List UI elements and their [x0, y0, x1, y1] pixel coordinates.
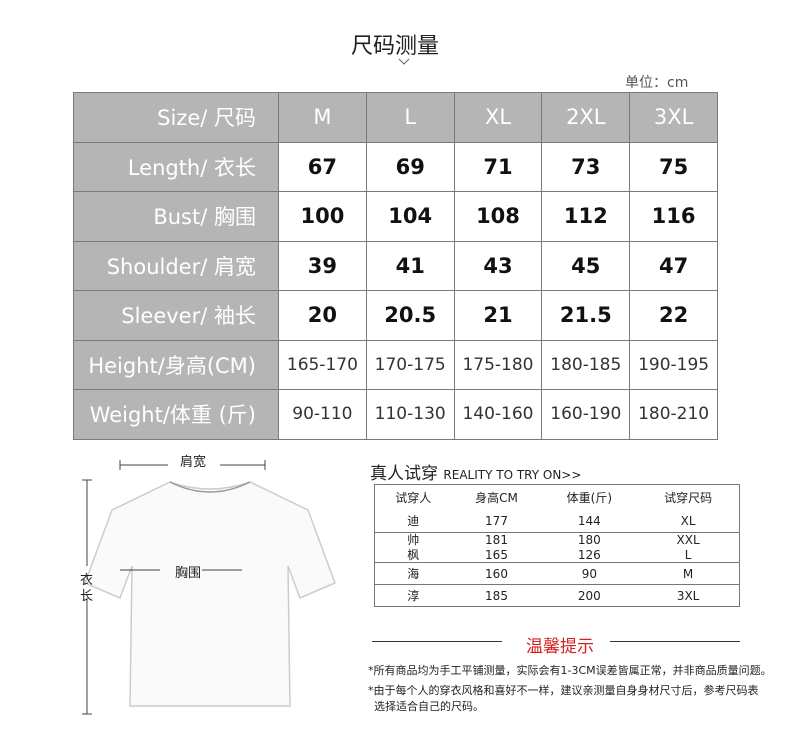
- size-value: 75: [629, 141, 718, 192]
- size-value: 104: [365, 191, 455, 242]
- size-m: M: [278, 92, 367, 143]
- try-on-cell: L: [637, 547, 740, 563]
- size-value: 180-185: [541, 339, 631, 390]
- size-value: 160-190: [541, 389, 631, 440]
- size-row: Length/ 衣长 67 69 71 73 75: [73, 141, 718, 192]
- size-value: 165-170: [278, 339, 367, 390]
- row-label: Sleever/ 袖长: [73, 290, 279, 341]
- size-value: 170-175: [365, 339, 455, 390]
- try-on-subtitle: REALITY TO TRY ON>>: [443, 468, 582, 482]
- try-on-title: 真人试穿 REALITY TO TRY ON>>: [370, 459, 581, 484]
- note-3: 选择适合自己的尺码。: [374, 700, 484, 713]
- try-on-cell: 帅: [407, 533, 420, 548]
- size-value: 140-160: [453, 389, 543, 440]
- size-value: 90-110: [278, 389, 367, 440]
- try-on-cell: 180: [577, 533, 601, 548]
- size-value: 73: [541, 141, 631, 192]
- tshirt-outline-icon: [84, 481, 336, 707]
- tips-title: 温馨提示: [526, 637, 594, 657]
- size-row: Sleever/ 袖长 20 20.5 21 21.5 22: [73, 290, 718, 341]
- divider-right: [610, 641, 740, 642]
- try-on-header-row: 试穿人 身高CM 体重(斤) 试穿尺码: [375, 485, 740, 511]
- size-value: 116: [629, 191, 718, 242]
- try-on-cell: M: [637, 562, 740, 585]
- size-xl: XL: [453, 92, 543, 143]
- try-on-row: 迪 177 144 XL: [374, 510, 740, 533]
- size-row: Weight/体重 (斤) 90-110 110-130 140-160 160-190…: [73, 389, 718, 440]
- note-1: *所有商品均为手工平铺测量，实际会有1-3CM误差皆属正常，并非商品质量问题。: [368, 664, 772, 677]
- try-on-cell: 185: [485, 588, 508, 603]
- size-value: 43: [453, 240, 543, 291]
- size-row: Height/身高(CM) 165-170 170-175 175-180 180-18…: [73, 339, 718, 390]
- try-on-row: 海 160 90 M: [374, 562, 740, 585]
- size-header-row: Size/ 尺码 M L XL 2XL 3XL: [73, 92, 718, 143]
- try-on-cell: 90: [541, 562, 638, 585]
- try-on-row: 帅 181 180 XXL: [375, 533, 740, 548]
- size-value: 108: [453, 191, 543, 242]
- row-label: Bust/ 胸围: [73, 191, 279, 242]
- size-l: L: [365, 92, 455, 143]
- try-on-row: 淳 185 200 3XL: [375, 585, 740, 607]
- size-value: 67: [278, 141, 367, 192]
- try-on-row: 枫 165 126 L: [374, 547, 740, 563]
- chevron-down-icon: [398, 58, 410, 65]
- header-weight: 体重(斤): [566, 490, 613, 505]
- size-value: 21.5: [541, 290, 631, 341]
- size-value: 47: [629, 240, 718, 291]
- size-value: 190-195: [629, 339, 718, 390]
- size-row: Shoulder/ 肩宽 39 41 43 45 47: [73, 240, 718, 291]
- row-label: Weight/体重 (斤): [73, 389, 279, 440]
- header-label: Size/ 尺码: [73, 92, 279, 143]
- size-value: 20.5: [365, 290, 455, 341]
- size-value: 22: [629, 290, 718, 341]
- try-on-heading: 真人试穿: [370, 464, 438, 484]
- size-value: 180-210: [629, 389, 718, 440]
- try-on-cell: 144: [541, 510, 638, 533]
- bust-label: 胸围: [175, 566, 202, 581]
- size-value: 110-130: [365, 389, 455, 440]
- try-on-cell: XXL: [676, 533, 700, 548]
- size-value: 71: [453, 141, 543, 192]
- divider-left: [372, 641, 502, 642]
- tshirt-diagram: [82, 460, 336, 715]
- row-label: Length/ 衣长: [73, 141, 279, 192]
- header-height: 身高CM: [475, 490, 518, 505]
- try-on-cell: 165: [451, 547, 542, 563]
- length-label: 衣长: [80, 573, 94, 604]
- try-on-cell: 海: [374, 562, 452, 585]
- shoulder-label: 肩宽: [180, 455, 207, 470]
- try-on-cell: 枫: [374, 547, 452, 563]
- page-title: 尺码测量: [350, 34, 439, 59]
- try-on-cell: XL: [637, 510, 740, 533]
- size-row: Bust/ 胸围 100 104 108 112 116: [73, 191, 718, 242]
- size-3xl: 3XL: [629, 92, 718, 143]
- size-value: 21: [453, 290, 543, 341]
- size-value: 41: [365, 240, 455, 291]
- size-value: 100: [278, 191, 367, 242]
- size-2xl: 2XL: [541, 92, 631, 143]
- size-value: 45: [541, 240, 631, 291]
- try-on-cell: 181: [485, 533, 508, 548]
- size-value: 175-180: [453, 339, 543, 390]
- try-on-cell: 126: [541, 547, 638, 563]
- unit-label: 单位：cm: [625, 75, 689, 91]
- row-label: Height/身高(CM): [73, 339, 279, 390]
- header-size: 试穿尺码: [664, 490, 713, 505]
- header-person: 试穿人: [395, 490, 432, 505]
- try-on-cell: 177: [451, 510, 542, 533]
- try-on-cell: 200: [577, 588, 601, 603]
- try-on-table: 试穿人 身高CM 体重(斤) 试穿尺码 迪 177 144 XL 帅 181 180 XXL 枫…: [374, 484, 740, 607]
- size-value: 112: [541, 191, 631, 242]
- row-label: Shoulder/ 肩宽: [73, 240, 279, 291]
- size-value: 39: [278, 240, 367, 291]
- note-2: *由于每个人的穿衣风格和喜好不一样，建议亲测量自身身材尺寸后，参考尺码表: [368, 684, 759, 697]
- try-on-cell: 3XL: [676, 588, 700, 603]
- try-on-cell: 160: [451, 562, 542, 585]
- size-value: 20: [278, 290, 367, 341]
- try-on-cell: 迪: [374, 510, 452, 533]
- size-table: Size/ 尺码 M L XL 2XL 3XL Length/ 衣长 67 69 71…: [73, 92, 718, 440]
- size-value: 69: [365, 141, 455, 192]
- try-on-cell: 淳: [407, 588, 420, 603]
